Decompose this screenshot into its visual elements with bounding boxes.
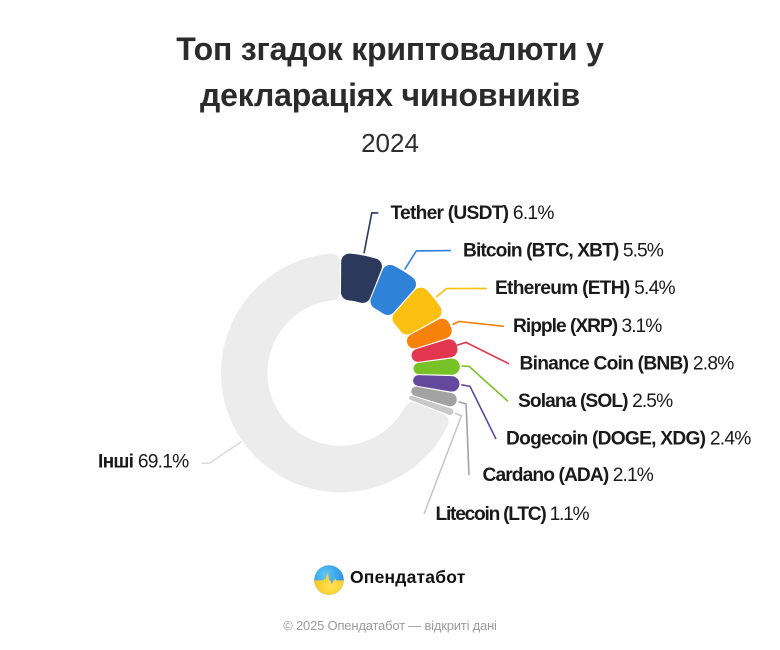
svg-text:Binance Coin (BNB) 2.8%: Binance Coin (BNB) 2.8%	[520, 354, 735, 375]
svg-text:Solana (SOL) 2.5%: Solana (SOL) 2.5%	[518, 391, 673, 412]
svg-text:Dogecoin (DOGE, XDG) 2.4%: Dogecoin (DOGE, XDG) 2.4%	[506, 429, 751, 450]
svg-text:Інші 69.1%: Інші 69.1%	[98, 452, 189, 473]
svg-text:Tether (USDT) 6.1%: Tether (USDT) 6.1%	[391, 203, 555, 224]
svg-text:Cardano (ADA) 2.1%: Cardano (ADA) 2.1%	[483, 465, 654, 486]
svg-text:Ripple (XRP) 3.1%: Ripple (XRP) 3.1%	[513, 316, 662, 337]
svg-text:Ethereum (ETH) 5.4%: Ethereum (ETH) 5.4%	[495, 278, 675, 299]
svg-text:Bitcoin (BTC, XBT) 5.5%: Bitcoin (BTC, XBT) 5.5%	[463, 241, 664, 262]
svg-text:Litecoin (LTC) 1.1%: Litecoin (LTC) 1.1%	[436, 504, 590, 525]
